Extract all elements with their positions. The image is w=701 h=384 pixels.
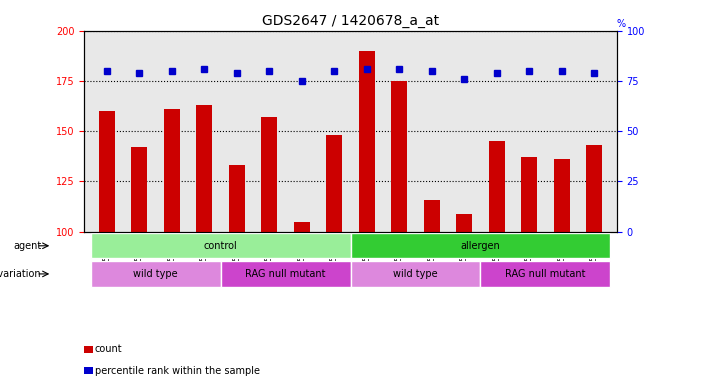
Bar	[164, 109, 180, 232]
Title: GDS2647 / 1420678_a_at: GDS2647 / 1420678_a_at	[262, 14, 439, 28]
Bar	[456, 214, 472, 232]
FancyBboxPatch shape	[350, 233, 611, 258]
Bar	[229, 166, 245, 232]
Bar	[586, 145, 602, 232]
FancyBboxPatch shape	[480, 261, 611, 286]
Bar	[131, 147, 147, 232]
Text: RAG null mutant: RAG null mutant	[245, 269, 326, 279]
FancyBboxPatch shape	[90, 261, 221, 286]
FancyBboxPatch shape	[221, 261, 350, 286]
Bar	[391, 81, 407, 232]
Text: %: %	[617, 19, 626, 29]
Text: percentile rank within the sample: percentile rank within the sample	[95, 366, 259, 376]
Bar	[261, 117, 278, 232]
Text: agent: agent	[13, 241, 41, 251]
Bar	[554, 159, 570, 232]
Bar	[196, 105, 212, 232]
Text: wild type: wild type	[133, 269, 178, 279]
Bar	[326, 135, 342, 232]
Bar	[423, 200, 440, 232]
Bar	[99, 111, 115, 232]
Text: count: count	[95, 344, 122, 354]
Text: wild type: wild type	[393, 269, 438, 279]
Bar	[294, 222, 310, 232]
Text: RAG null mutant: RAG null mutant	[505, 269, 585, 279]
Text: allergen: allergen	[461, 241, 501, 251]
Bar	[489, 141, 505, 232]
FancyBboxPatch shape	[90, 233, 350, 258]
Text: genotype/variation: genotype/variation	[0, 269, 41, 279]
Bar	[521, 157, 537, 232]
Bar	[359, 51, 375, 232]
FancyBboxPatch shape	[350, 261, 480, 286]
Text: control: control	[204, 241, 238, 251]
